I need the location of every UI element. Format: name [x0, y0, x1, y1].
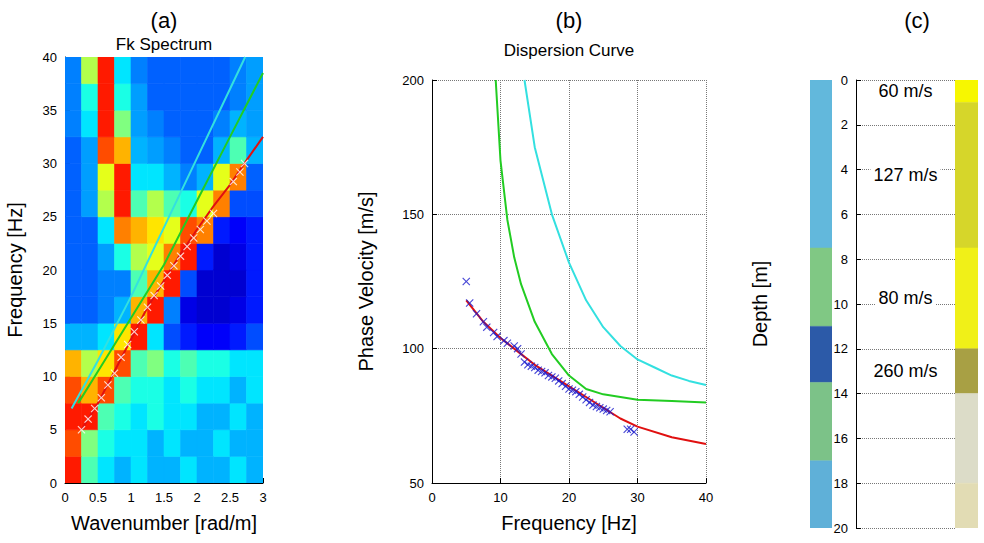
svg-text:Frequency [Hz]: Frequency [Hz] [4, 202, 26, 338]
svg-text:Dispersion Curve: Dispersion Curve [504, 41, 634, 60]
svg-text:260 m/s: 260 m/s [873, 361, 937, 381]
svg-text:20: 20 [562, 490, 576, 505]
svg-text:(c): (c) [904, 8, 930, 33]
svg-text:100: 100 [402, 341, 424, 356]
svg-text:20: 20 [43, 263, 57, 278]
svg-text:40: 40 [699, 490, 713, 505]
svg-text:3: 3 [259, 490, 266, 505]
svg-text:14: 14 [834, 386, 848, 401]
svg-text:2.5: 2.5 [221, 490, 239, 505]
svg-text:40: 40 [43, 50, 57, 65]
svg-text:80 m/s: 80 m/s [878, 288, 932, 308]
svg-text:10: 10 [493, 490, 507, 505]
svg-text:0: 0 [428, 490, 435, 505]
svg-text:4: 4 [841, 162, 848, 177]
svg-text:0: 0 [841, 73, 848, 88]
svg-text:10: 10 [834, 297, 848, 312]
svg-text:(a): (a) [151, 8, 178, 33]
svg-text:2: 2 [193, 490, 200, 505]
svg-text:127 m/s: 127 m/s [873, 165, 937, 185]
svg-text:1.5: 1.5 [155, 490, 173, 505]
svg-text:10: 10 [43, 369, 57, 384]
svg-text:6: 6 [841, 207, 848, 222]
svg-text:Phase Velocity [m/s]: Phase Velocity [m/s] [355, 191, 377, 371]
svg-text:16: 16 [834, 431, 848, 446]
svg-text:15: 15 [43, 316, 57, 331]
svg-text:Frequency [Hz]: Frequency [Hz] [501, 512, 637, 534]
svg-text:30: 30 [630, 490, 644, 505]
svg-text:200: 200 [402, 73, 424, 88]
svg-text:0: 0 [50, 476, 57, 491]
svg-text:1: 1 [127, 490, 134, 505]
svg-text:25: 25 [43, 209, 57, 224]
svg-text:12: 12 [834, 341, 848, 356]
svg-text:Wavenumber [rad/m]: Wavenumber [rad/m] [71, 512, 257, 534]
svg-text:20: 20 [834, 521, 848, 536]
svg-text:0.5: 0.5 [89, 490, 107, 505]
svg-text:150: 150 [402, 207, 424, 222]
svg-text:(b): (b) [556, 8, 583, 33]
svg-text:2: 2 [841, 117, 848, 132]
svg-text:Depth [m]: Depth [m] [749, 261, 771, 348]
svg-text:8: 8 [841, 252, 848, 267]
svg-text:18: 18 [834, 476, 848, 491]
svg-text:0: 0 [61, 490, 68, 505]
svg-text:Fk Spectrum: Fk Spectrum [116, 35, 212, 54]
svg-text:30: 30 [43, 156, 57, 171]
svg-text:60 m/s: 60 m/s [878, 81, 932, 101]
svg-text:35: 35 [43, 103, 57, 118]
svg-text:5: 5 [50, 422, 57, 437]
svg-text:50: 50 [410, 476, 424, 491]
